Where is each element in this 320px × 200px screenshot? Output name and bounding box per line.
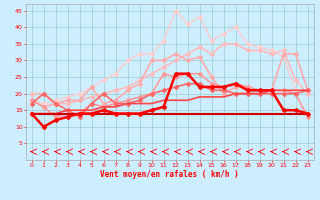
X-axis label: Vent moyen/en rafales ( km/h ): Vent moyen/en rafales ( km/h ) (100, 170, 239, 179)
